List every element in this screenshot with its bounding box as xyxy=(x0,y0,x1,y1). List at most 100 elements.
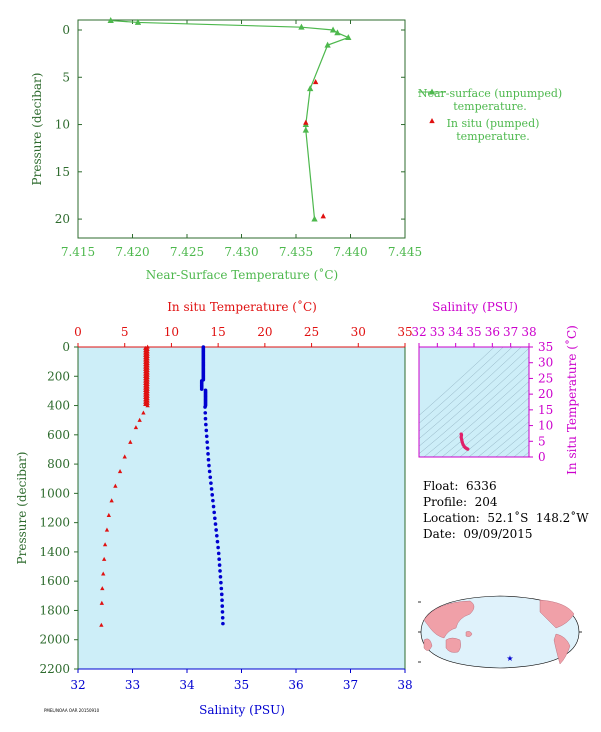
temperature-point xyxy=(145,375,150,380)
profile-y-tick-label: 2200 xyxy=(39,662,70,676)
temperature-point xyxy=(145,363,150,368)
top-x-tick-label: 7.435 xyxy=(279,245,313,259)
salinity-point xyxy=(203,405,207,409)
temperature-point xyxy=(100,586,105,591)
location: Location: 52.1˚S 148.2˚W xyxy=(423,511,589,525)
top-x-axis-label: Near-Surface Temperature (˚C) xyxy=(146,267,338,282)
temperature-point xyxy=(122,454,127,459)
float-id: Float: 6336 xyxy=(423,479,497,493)
salinity-point xyxy=(205,446,210,450)
top-x-tick-label: 7.440 xyxy=(333,245,367,259)
temperature-point xyxy=(145,393,150,398)
temperature-point xyxy=(143,369,148,374)
salinity-point xyxy=(221,621,225,626)
ts-x-tick-label: 37 xyxy=(503,325,518,339)
top-x-tick-label: 7.415 xyxy=(61,245,95,259)
density-contour xyxy=(419,347,513,432)
top-x-tick-label: 7.420 xyxy=(115,245,149,259)
top-plot-frame xyxy=(77,19,406,239)
temperature-tick-label: 30 xyxy=(351,325,366,339)
salinity-point xyxy=(215,534,219,538)
temperature-point xyxy=(101,571,106,576)
land-africa-edge xyxy=(423,638,433,651)
top-y-tick-label: 5 xyxy=(62,70,70,84)
ts-x-axis-label: Salinity (PSU) xyxy=(432,300,518,314)
land-north-america xyxy=(539,599,575,629)
density-contour xyxy=(486,421,529,457)
salinity-point xyxy=(212,510,216,515)
profile-y-tick-label: 600 xyxy=(47,428,70,442)
temperature-point xyxy=(145,356,150,361)
temperature-point xyxy=(143,380,148,385)
pumped-temperature-point xyxy=(312,79,319,85)
density-contour xyxy=(504,436,529,457)
ts-y-tick-label: 15 xyxy=(538,403,553,417)
salinity-point xyxy=(218,574,223,579)
salinity-tick-label: 32 xyxy=(70,678,85,692)
unpumped-temperature-point xyxy=(302,126,309,133)
salinity-point xyxy=(216,551,221,556)
temperature-point xyxy=(143,394,148,400)
salinity-point xyxy=(220,604,225,608)
salinity-point xyxy=(207,463,211,468)
salinity-point xyxy=(203,416,208,421)
location-map: ★ xyxy=(418,595,582,669)
profile-y-tick-label: 400 xyxy=(47,399,70,413)
salinity-point xyxy=(204,422,208,427)
ts-point xyxy=(459,435,463,439)
land-asia xyxy=(423,600,475,639)
temperature-point xyxy=(143,364,148,369)
temperature-point xyxy=(143,357,148,362)
temperature-point xyxy=(143,397,148,402)
temperature-point xyxy=(137,417,142,422)
profile-y-tick-label: 0 xyxy=(62,340,70,354)
temperature-point xyxy=(145,372,150,377)
salinity-tick-label: 34 xyxy=(179,678,195,692)
top-x-tick-label: 7.430 xyxy=(224,245,258,259)
ts-y-tick-label: 5 xyxy=(538,434,546,448)
temperature-point xyxy=(145,389,150,394)
temperature-point xyxy=(145,382,150,387)
ts-point xyxy=(460,438,464,442)
profile-y-tick-label: 2000 xyxy=(39,633,70,647)
legend-label-pumped-2: temperature. xyxy=(456,130,530,143)
profile-y-tick-label: 1400 xyxy=(39,545,70,559)
top-y-tick-label: 15 xyxy=(55,165,70,179)
temperature-point xyxy=(109,498,114,503)
salinity-point xyxy=(219,586,224,591)
unpumped-temperature-point xyxy=(311,215,318,222)
temperature-point xyxy=(143,383,148,388)
land-islands xyxy=(465,631,473,637)
temperature-point xyxy=(145,398,150,403)
salinity-point xyxy=(214,528,218,532)
ts-point xyxy=(466,447,470,451)
density-contour xyxy=(419,347,504,424)
density-contour xyxy=(468,405,529,457)
top-legend: Near-surface (unpumped) temperature. In … xyxy=(418,87,562,143)
temperature-tick-label: 10 xyxy=(164,325,179,339)
salinity-point xyxy=(211,504,216,509)
temperature-point xyxy=(143,376,148,381)
ts-x-tick-label: 36 xyxy=(485,325,500,339)
unpumped-temperature-point xyxy=(298,23,305,30)
temperature-point xyxy=(102,542,108,547)
temperature-point xyxy=(143,366,148,371)
unpumped-temperature-point xyxy=(334,29,341,36)
density-contour xyxy=(423,364,529,457)
date: Date: 09/09/2015 xyxy=(423,527,533,541)
ts-y-axis-label: In situ Temperature (˚C) xyxy=(564,325,579,475)
profile-y-tick-label: 1800 xyxy=(39,603,70,617)
temperature-point xyxy=(143,399,148,404)
temperature-point xyxy=(143,385,148,390)
salinity-point xyxy=(206,452,210,456)
temperature-point xyxy=(145,370,150,375)
legend-label-unpumped-2: temperature. xyxy=(453,100,527,113)
temperature-point xyxy=(145,384,150,389)
temperature-point xyxy=(143,359,148,364)
salinity-tick-label: 33 xyxy=(125,678,140,692)
temperature-point xyxy=(145,365,150,370)
temperature-point xyxy=(133,425,139,430)
temperature-point xyxy=(143,378,148,383)
density-contour xyxy=(495,429,529,457)
